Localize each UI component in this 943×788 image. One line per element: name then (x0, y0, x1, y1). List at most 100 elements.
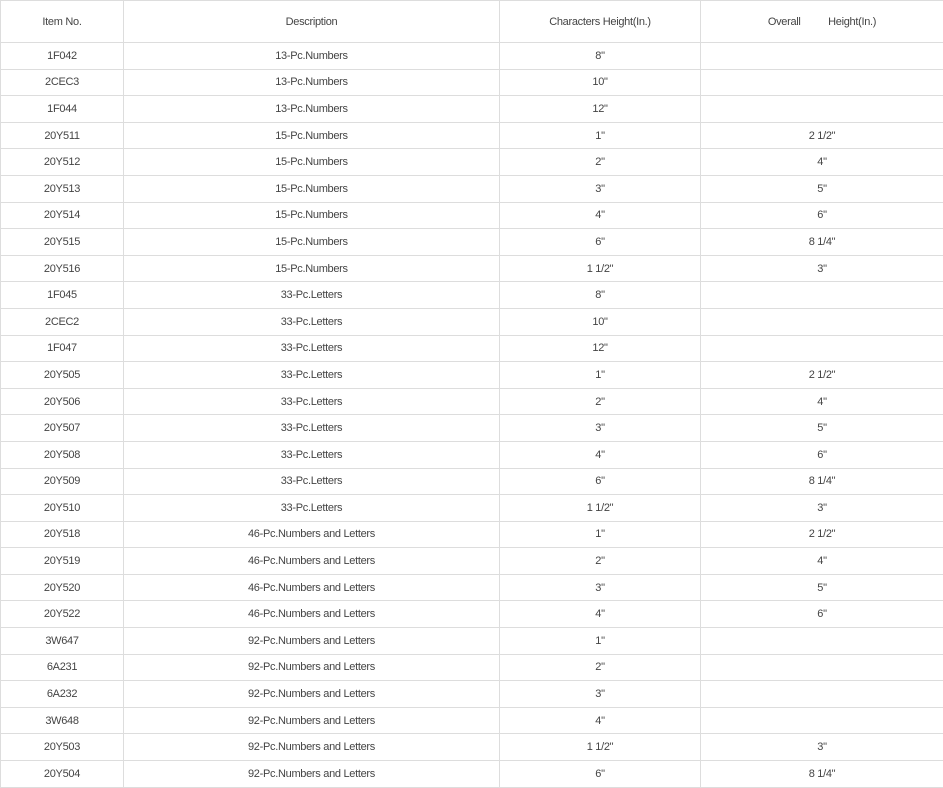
description-cell: 15-Pc.Numbers (124, 255, 500, 282)
description-cell: 33-Pc.Letters (124, 335, 500, 362)
overall-height-cell (701, 707, 943, 734)
description-cell: 92-Pc.Numbers and Letters (124, 628, 500, 655)
characters-height-cell: 3" (500, 415, 701, 442)
overall-height-cell (701, 308, 943, 335)
overall-height-cell (701, 628, 943, 655)
item-no-cell: 20Y503 (1, 734, 124, 761)
description-cell: 33-Pc.Letters (124, 308, 500, 335)
overall-height-cell: 6" (701, 202, 943, 229)
item-no-cell: 20Y512 (1, 149, 124, 176)
overall-height-cell (701, 335, 943, 362)
overall-height-cell: 4" (701, 388, 943, 415)
overall-height-cell: 4" (701, 548, 943, 575)
overall-height-cell: 5" (701, 574, 943, 601)
characters-height-cell: 1" (500, 122, 701, 149)
item-no-cell: 1F042 (1, 43, 124, 70)
item-no-cell: 3W647 (1, 628, 124, 655)
characters-height-cell: 3" (500, 681, 701, 708)
header-row: Item No. Description Characters Height(I… (1, 1, 943, 43)
overall-height-cell: 8 1/4" (701, 229, 943, 256)
overall-height-cell: 3" (701, 734, 943, 761)
characters-height-cell: 2" (500, 654, 701, 681)
overall-height-cell: 4" (701, 149, 943, 176)
header-description: Description (124, 1, 500, 43)
characters-height-cell: 1 1/2" (500, 734, 701, 761)
overall-height-cell: 8 1/4" (701, 468, 943, 495)
item-no-cell: 20Y522 (1, 601, 124, 628)
characters-height-cell: 12" (500, 96, 701, 123)
overall-height-cell: 5" (701, 175, 943, 202)
item-no-cell: 6A232 (1, 681, 124, 708)
characters-height-cell: 6" (500, 229, 701, 256)
description-cell: 15-Pc.Numbers (124, 149, 500, 176)
overall-height-cell: 3" (701, 495, 943, 522)
characters-height-cell: 8" (500, 282, 701, 309)
overall-height-cell (701, 96, 943, 123)
description-cell: 15-Pc.Numbers (124, 202, 500, 229)
item-no-cell: 2CEC2 (1, 308, 124, 335)
item-no-cell: 20Y516 (1, 255, 124, 282)
item-no-cell: 20Y508 (1, 441, 124, 468)
item-no-cell: 20Y513 (1, 175, 124, 202)
characters-height-cell: 1" (500, 521, 701, 548)
description-cell: 33-Pc.Letters (124, 282, 500, 309)
description-cell: 33-Pc.Letters (124, 388, 500, 415)
overall-height-cell (701, 654, 943, 681)
description-cell: 13-Pc.Numbers (124, 96, 500, 123)
characters-height-cell: 1 1/2" (500, 255, 701, 282)
overall-height-cell: 8 1/4" (701, 761, 943, 788)
item-no-cell: 20Y509 (1, 468, 124, 495)
description-cell: 92-Pc.Numbers and Letters (124, 734, 500, 761)
description-cell: 13-Pc.Numbers (124, 69, 500, 96)
item-no-cell: 20Y510 (1, 495, 124, 522)
item-no-cell: 2CEC3 (1, 69, 124, 96)
overall-height-cell (701, 282, 943, 309)
item-no-cell: 1F045 (1, 282, 124, 309)
item-no-cell: 20Y518 (1, 521, 124, 548)
overall-height-cell (701, 681, 943, 708)
characters-height-cell: 2" (500, 149, 701, 176)
overall-height-cell: 2 1/2" (701, 362, 943, 389)
description-cell: 92-Pc.Numbers and Letters (124, 654, 500, 681)
description-cell: 13-Pc.Numbers (124, 43, 500, 70)
characters-height-cell: 1" (500, 628, 701, 655)
item-no-cell: 20Y507 (1, 415, 124, 442)
characters-height-cell: 3" (500, 175, 701, 202)
overall-height-cell: 6" (701, 441, 943, 468)
item-no-cell: 20Y511 (1, 122, 124, 149)
header-item-no: Item No. (1, 1, 124, 43)
characters-height-cell: 12" (500, 335, 701, 362)
description-cell: 15-Pc.Numbers (124, 175, 500, 202)
description-cell: 33-Pc.Letters (124, 495, 500, 522)
item-no-cell: 1F047 (1, 335, 124, 362)
characters-height-cell: 10" (500, 69, 701, 96)
item-no-cell: 20Y519 (1, 548, 124, 575)
characters-height-cell: 10" (500, 308, 701, 335)
overall-height-cell: 2 1/2" (701, 521, 943, 548)
item-no-cell: 6A231 (1, 654, 124, 681)
characters-height-cell: 3" (500, 574, 701, 601)
characters-height-cell: 6" (500, 468, 701, 495)
item-no-cell: 20Y514 (1, 202, 124, 229)
description-cell: 33-Pc.Letters (124, 441, 500, 468)
description-cell: 33-Pc.Letters (124, 362, 500, 389)
characters-height-cell: 4" (500, 441, 701, 468)
